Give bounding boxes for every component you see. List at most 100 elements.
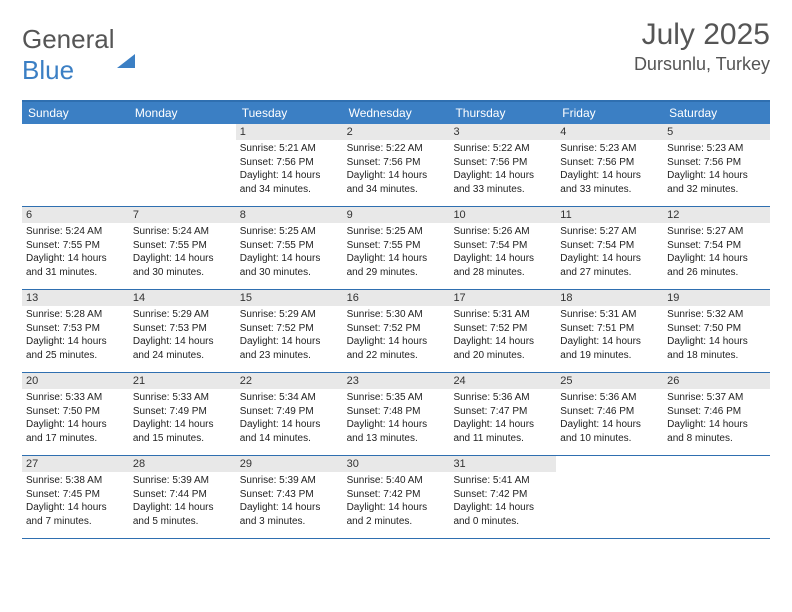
day-info: Sunrise: 5:22 AMSunset: 7:56 PMDaylight:… [343,140,450,200]
sunrise-line: Sunrise: 5:25 AM [240,225,339,239]
day-cell-10: 10Sunrise: 5:26 AMSunset: 7:54 PMDayligh… [449,207,556,289]
day-number: 6 [22,207,129,223]
daylight-line: Daylight: 14 hours and 30 minutes. [240,252,339,279]
day-cell-29: 29Sunrise: 5:39 AMSunset: 7:43 PMDayligh… [236,456,343,538]
week-row: 20Sunrise: 5:33 AMSunset: 7:50 PMDayligh… [22,373,770,456]
daylight-line: Daylight: 14 hours and 34 minutes. [240,169,339,196]
day-info: Sunrise: 5:34 AMSunset: 7:49 PMDaylight:… [236,389,343,449]
day-cell-empty: . [663,456,770,538]
sunrise-line: Sunrise: 5:37 AM [667,391,766,405]
day-info: Sunrise: 5:31 AMSunset: 7:52 PMDaylight:… [449,306,556,366]
header: General Blue July 2025 Dursunlu, Turkey [22,18,770,86]
day-cell-empty: . [556,456,663,538]
day-cell-5: 5Sunrise: 5:23 AMSunset: 7:56 PMDaylight… [663,124,770,206]
dow-thursday: Thursday [449,102,556,124]
sunset-line: Sunset: 7:56 PM [667,156,766,170]
sunset-line: Sunset: 7:55 PM [240,239,339,253]
daylight-line: Daylight: 14 hours and 34 minutes. [347,169,446,196]
sunset-line: Sunset: 7:49 PM [240,405,339,419]
day-number: 29 [236,456,343,472]
day-cell-20: 20Sunrise: 5:33 AMSunset: 7:50 PMDayligh… [22,373,129,455]
day-info: Sunrise: 5:22 AMSunset: 7:56 PMDaylight:… [449,140,556,200]
daylight-line: Daylight: 14 hours and 30 minutes. [133,252,232,279]
day-info: Sunrise: 5:36 AMSunset: 7:46 PMDaylight:… [556,389,663,449]
logo-part1: General [22,24,115,54]
day-info: Sunrise: 5:29 AMSunset: 7:52 PMDaylight:… [236,306,343,366]
daylight-line: Daylight: 14 hours and 17 minutes. [26,418,125,445]
day-number: 2 [343,124,450,140]
day-number: . [129,124,236,140]
sunset-line: Sunset: 7:54 PM [667,239,766,253]
day-info: Sunrise: 5:35 AMSunset: 7:48 PMDaylight:… [343,389,450,449]
sunrise-line: Sunrise: 5:29 AM [133,308,232,322]
daylight-line: Daylight: 14 hours and 2 minutes. [347,501,446,528]
daylight-line: Daylight: 14 hours and 33 minutes. [453,169,552,196]
sunset-line: Sunset: 7:56 PM [560,156,659,170]
day-number: 23 [343,373,450,389]
daylight-line: Daylight: 14 hours and 19 minutes. [560,335,659,362]
sunset-line: Sunset: 7:42 PM [347,488,446,502]
daylight-line: Daylight: 14 hours and 14 minutes. [240,418,339,445]
dow-sunday: Sunday [22,102,129,124]
day-cell-3: 3Sunrise: 5:22 AMSunset: 7:56 PMDaylight… [449,124,556,206]
day-info: Sunrise: 5:27 AMSunset: 7:54 PMDaylight:… [663,223,770,283]
day-number: 26 [663,373,770,389]
day-number: 14 [129,290,236,306]
day-info: Sunrise: 5:40 AMSunset: 7:42 PMDaylight:… [343,472,450,532]
sunrise-line: Sunrise: 5:23 AM [667,142,766,156]
day-number: 5 [663,124,770,140]
daylight-line: Daylight: 14 hours and 15 minutes. [133,418,232,445]
sunset-line: Sunset: 7:43 PM [240,488,339,502]
sunrise-line: Sunrise: 5:36 AM [560,391,659,405]
sunrise-line: Sunrise: 5:28 AM [26,308,125,322]
sunset-line: Sunset: 7:56 PM [240,156,339,170]
day-cell-19: 19Sunrise: 5:32 AMSunset: 7:50 PMDayligh… [663,290,770,372]
dow-wednesday: Wednesday [343,102,450,124]
sunrise-line: Sunrise: 5:23 AM [560,142,659,156]
day-cell-11: 11Sunrise: 5:27 AMSunset: 7:54 PMDayligh… [556,207,663,289]
day-info: Sunrise: 5:23 AMSunset: 7:56 PMDaylight:… [556,140,663,200]
title-block: July 2025 Dursunlu, Turkey [634,18,770,75]
daylight-line: Daylight: 14 hours and 8 minutes. [667,418,766,445]
day-cell-6: 6Sunrise: 5:24 AMSunset: 7:55 PMDaylight… [22,207,129,289]
day-number: 1 [236,124,343,140]
logo-triangle-icon [117,24,135,68]
day-info: Sunrise: 5:25 AMSunset: 7:55 PMDaylight:… [236,223,343,283]
dow-tuesday: Tuesday [236,102,343,124]
day-number: 25 [556,373,663,389]
day-cell-28: 28Sunrise: 5:39 AMSunset: 7:44 PMDayligh… [129,456,236,538]
sunrise-line: Sunrise: 5:35 AM [347,391,446,405]
daylight-line: Daylight: 14 hours and 13 minutes. [347,418,446,445]
sunrise-line: Sunrise: 5:27 AM [560,225,659,239]
day-info: Sunrise: 5:27 AMSunset: 7:54 PMDaylight:… [556,223,663,283]
daylight-line: Daylight: 14 hours and 23 minutes. [240,335,339,362]
day-cell-15: 15Sunrise: 5:29 AMSunset: 7:52 PMDayligh… [236,290,343,372]
sunrise-line: Sunrise: 5:38 AM [26,474,125,488]
day-cell-empty: . [22,124,129,206]
sunrise-line: Sunrise: 5:31 AM [453,308,552,322]
daylight-line: Daylight: 14 hours and 33 minutes. [560,169,659,196]
day-number: 7 [129,207,236,223]
sunset-line: Sunset: 7:54 PM [453,239,552,253]
sunrise-line: Sunrise: 5:24 AM [133,225,232,239]
day-number: 15 [236,290,343,306]
sunrise-line: Sunrise: 5:21 AM [240,142,339,156]
day-number: 21 [129,373,236,389]
dow-friday: Friday [556,102,663,124]
day-number: 13 [22,290,129,306]
day-number: 20 [22,373,129,389]
day-info: Sunrise: 5:29 AMSunset: 7:53 PMDaylight:… [129,306,236,366]
daylight-line: Daylight: 14 hours and 0 minutes. [453,501,552,528]
day-info: Sunrise: 5:21 AMSunset: 7:56 PMDaylight:… [236,140,343,200]
sunset-line: Sunset: 7:53 PM [26,322,125,336]
daylight-line: Daylight: 14 hours and 3 minutes. [240,501,339,528]
sunset-line: Sunset: 7:46 PM [667,405,766,419]
sunrise-line: Sunrise: 5:33 AM [133,391,232,405]
day-info: Sunrise: 5:37 AMSunset: 7:46 PMDaylight:… [663,389,770,449]
sunrise-line: Sunrise: 5:29 AM [240,308,339,322]
day-cell-22: 22Sunrise: 5:34 AMSunset: 7:49 PMDayligh… [236,373,343,455]
daylight-line: Daylight: 14 hours and 10 minutes. [560,418,659,445]
day-cell-9: 9Sunrise: 5:25 AMSunset: 7:55 PMDaylight… [343,207,450,289]
day-info: Sunrise: 5:33 AMSunset: 7:49 PMDaylight:… [129,389,236,449]
logo-text: General Blue [22,24,135,86]
